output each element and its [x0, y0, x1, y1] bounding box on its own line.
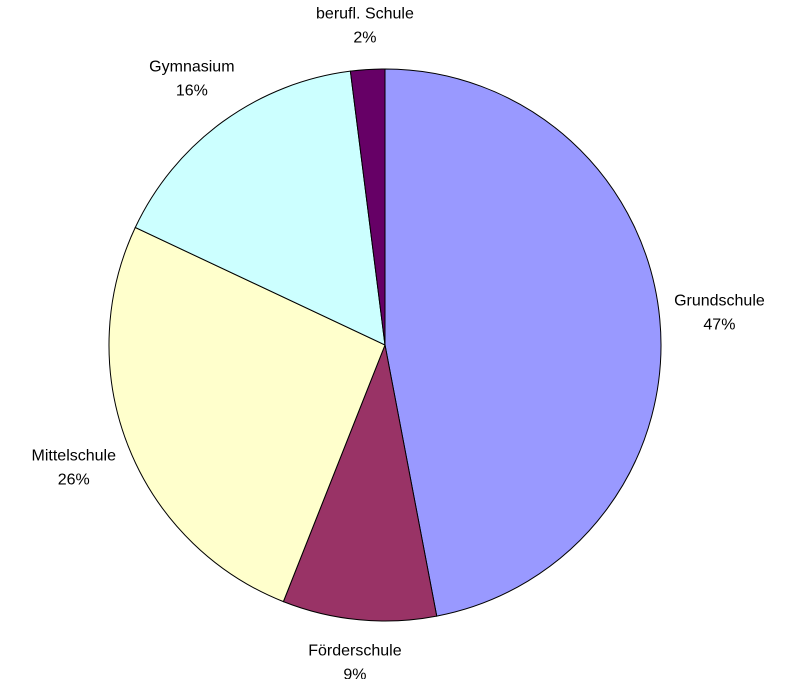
slice-label: berufl. Schule — [316, 6, 414, 23]
slice-value: 16% — [176, 82, 208, 99]
pie-slice — [134, 70, 386, 346]
slice-value: 47% — [703, 317, 735, 334]
pie-slice — [108, 226, 386, 603]
slice-label: Mittelschule — [32, 447, 117, 464]
slice-value: 26% — [58, 471, 90, 488]
slice-label: Grundschule — [674, 293, 765, 310]
pie-slice — [384, 68, 662, 617]
slice-value: 9% — [343, 666, 366, 679]
pie-slice — [282, 343, 438, 622]
pie-slice — [349, 68, 386, 346]
slice-value: 2% — [353, 30, 376, 47]
slice-label: Förderschule — [308, 642, 401, 659]
slice-label: Gymnasium — [149, 58, 234, 75]
